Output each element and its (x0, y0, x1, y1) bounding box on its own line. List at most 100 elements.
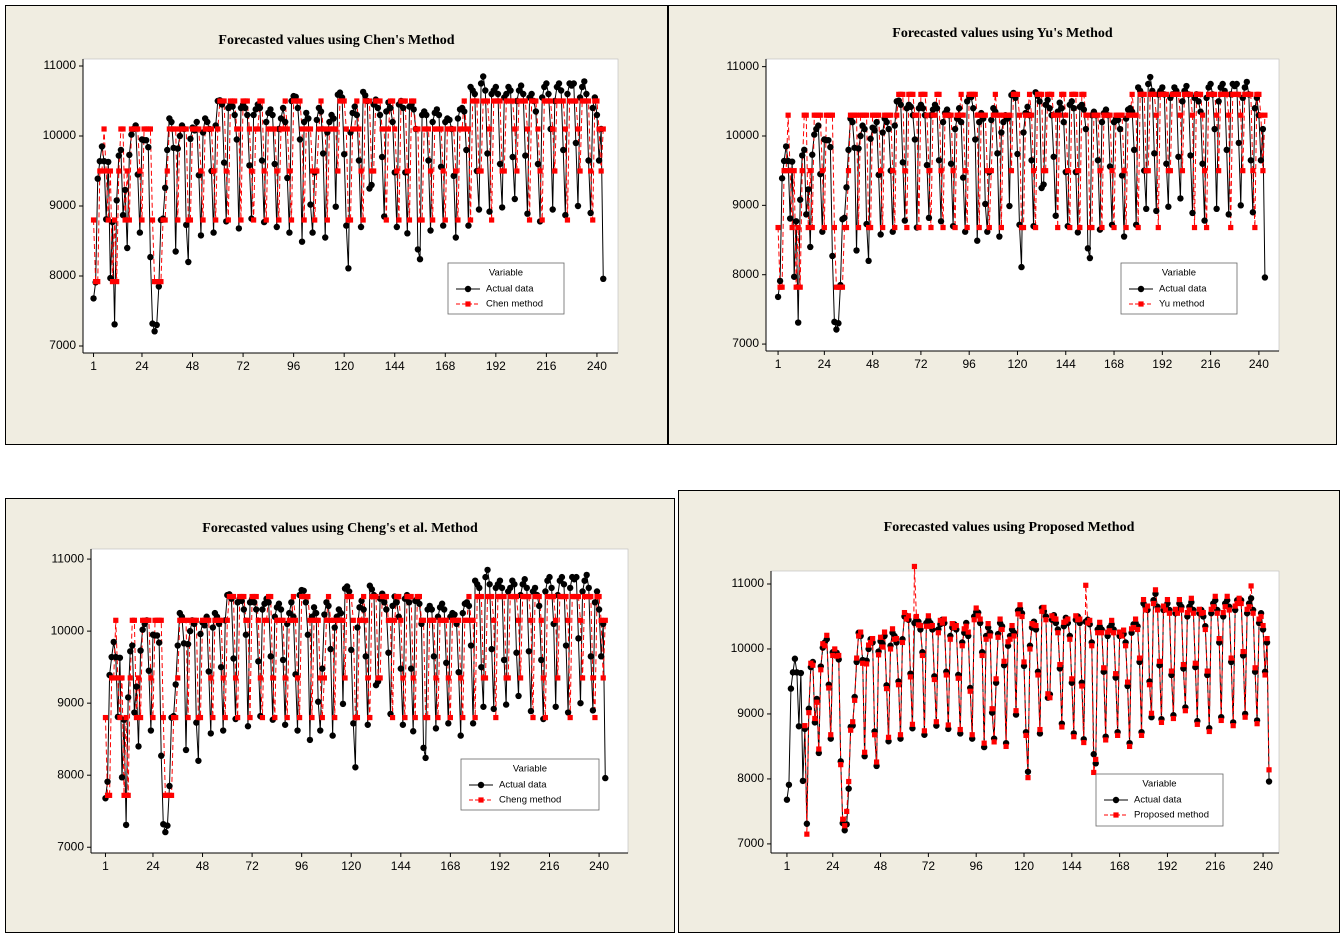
data-point (158, 752, 165, 759)
data-point (1154, 607, 1161, 613)
data-point (244, 98, 250, 104)
data-point (348, 646, 355, 654)
data-point (416, 600, 423, 607)
data-point (113, 617, 119, 623)
data-point (585, 157, 592, 164)
data-point (390, 98, 396, 104)
data-point (373, 593, 379, 600)
data-point (838, 762, 844, 768)
data-point (1095, 112, 1101, 118)
data-point (405, 599, 413, 606)
data-point (602, 774, 609, 782)
data-point (246, 126, 252, 132)
data-point (1097, 168, 1103, 174)
data-point (973, 605, 979, 611)
data-point (197, 630, 204, 638)
data-point (1011, 633, 1017, 639)
data-point (393, 599, 400, 606)
data-point (995, 634, 1001, 640)
data-point (102, 714, 109, 721)
data-point (1199, 160, 1206, 167)
data-point (1133, 112, 1139, 118)
data-point (353, 111, 361, 119)
legend-title: Variable (489, 268, 523, 279)
data-point (1083, 582, 1089, 588)
data-point (538, 656, 545, 664)
data-point (1019, 613, 1025, 620)
data-point (257, 675, 263, 681)
chart-title: Forecasted values using Chen's Method (218, 33, 454, 48)
data-point (1251, 105, 1259, 112)
data-point (137, 714, 144, 721)
data-point (1216, 168, 1222, 174)
data-point (354, 98, 360, 104)
data-point (236, 126, 242, 132)
data-point (1098, 118, 1106, 126)
data-point (860, 660, 866, 666)
data-point (1130, 624, 1137, 631)
data-point (849, 118, 856, 126)
data-point (319, 150, 327, 157)
data-point (792, 218, 800, 225)
data-point (258, 157, 266, 164)
data-point (949, 621, 955, 627)
data-point (929, 622, 935, 629)
data-point (939, 620, 945, 626)
data-point (593, 111, 601, 119)
data-point (411, 98, 417, 104)
data-point (933, 105, 941, 112)
data-point (362, 653, 369, 660)
data-point (213, 217, 219, 223)
data-point (120, 126, 126, 132)
data-point (217, 663, 225, 671)
data-point (577, 617, 584, 623)
x-tick-label: 48 (874, 859, 888, 873)
data-point (1035, 672, 1041, 678)
y-tick-label: 10000 (43, 128, 77, 142)
data-point (1215, 98, 1222, 105)
data-point (1266, 767, 1272, 773)
data-point (977, 616, 983, 622)
data-point (183, 221, 190, 229)
data-point (438, 126, 444, 132)
data-point (843, 184, 850, 191)
data-point (158, 617, 164, 623)
data-point (255, 126, 261, 132)
data-point (1117, 629, 1123, 635)
data-point (1142, 607, 1149, 613)
data-point (133, 683, 140, 690)
data-point (1177, 195, 1184, 202)
data-point (787, 168, 793, 174)
data-point (1109, 168, 1115, 174)
data-point (833, 326, 840, 333)
data-point (1152, 587, 1159, 593)
data-point (505, 675, 511, 681)
data-point (113, 197, 120, 204)
data-point (515, 87, 523, 94)
data-point (1020, 129, 1027, 136)
data-point (994, 150, 1001, 157)
data-point (250, 111, 257, 119)
data-point (95, 279, 101, 285)
data-point (883, 118, 890, 126)
data-point (435, 714, 441, 721)
data-point (280, 126, 286, 132)
data-point (788, 158, 796, 165)
data-point (475, 206, 483, 213)
data-point (1249, 209, 1257, 216)
data-point (439, 222, 447, 229)
data-point (523, 584, 530, 592)
data-point (1153, 112, 1159, 118)
data-point (778, 175, 786, 182)
data-point (135, 743, 142, 750)
data-point (919, 652, 926, 659)
data-point (173, 714, 179, 721)
data-point (515, 692, 522, 700)
data-point (1223, 146, 1230, 154)
data-point (542, 588, 549, 595)
data-point (1129, 91, 1135, 97)
data-point (1095, 630, 1101, 636)
data-point (477, 80, 485, 87)
data-point (552, 168, 558, 174)
data-point (925, 613, 931, 619)
